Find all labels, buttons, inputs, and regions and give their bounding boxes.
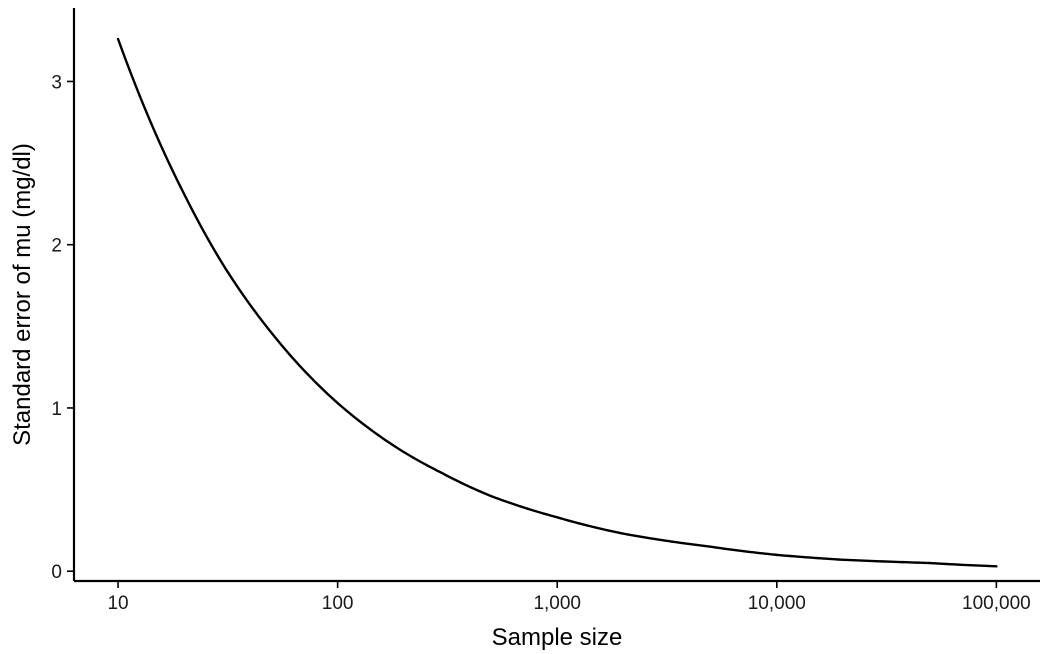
x-axis-title: Sample size: [492, 624, 623, 651]
y-tick-label: 0: [51, 562, 62, 583]
y-tick-label: 3: [51, 72, 62, 93]
y-tick-label: 2: [51, 236, 62, 257]
series-line: [116, 37, 998, 568]
x-tick-label: 10: [107, 593, 128, 614]
x-axis-ticks: 10 100 1,000 10,000 100,000: [107, 581, 1031, 614]
x-tick-label: 10,000: [748, 593, 806, 614]
y-tick-label: 1: [51, 399, 62, 420]
y-axis-title: Standard error of mu (mg/dl): [9, 143, 36, 446]
x-tick-label: 100,000: [962, 593, 1031, 614]
plot-area: [116, 37, 998, 568]
x-tick-label: 1,000: [533, 593, 581, 614]
x-tick-label: 100: [322, 593, 354, 614]
y-axis-ticks: 0 1 2 3: [51, 72, 74, 583]
